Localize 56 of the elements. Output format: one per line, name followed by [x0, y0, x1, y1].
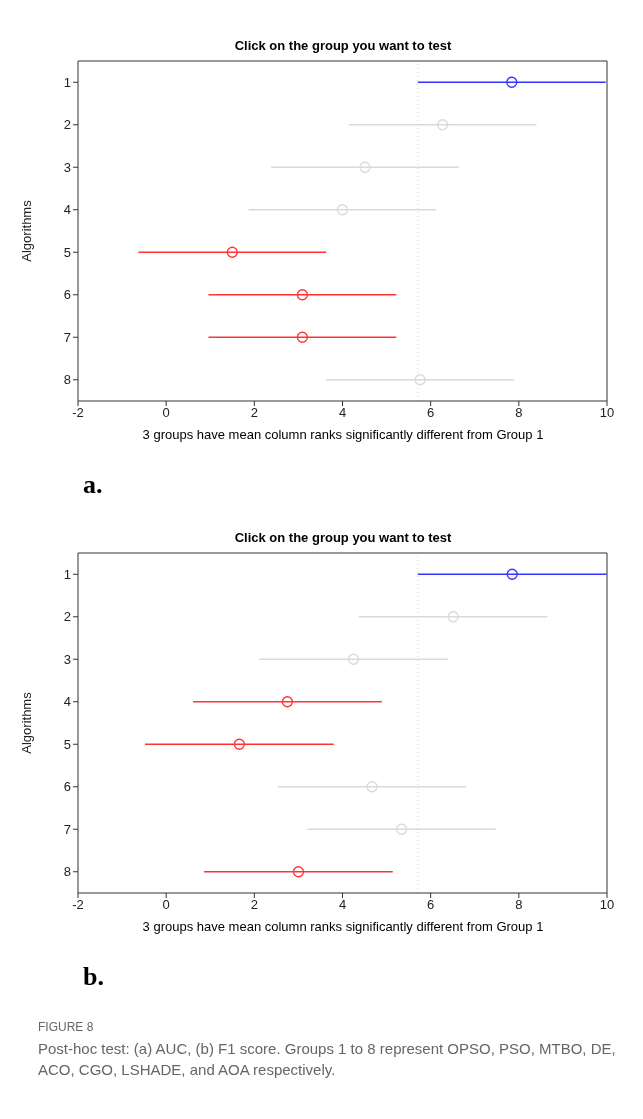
point: [336, 204, 349, 216]
text: Post-hoc test: (a) AUC, (b) F1 score. Groups 1 to 8 represent OPSO, PSO, MTBO, DE, ACO, CGO, LSHADE, and AOA respectively.: [38, 1039, 617, 1080]
y-tick-label: 4: [63, 202, 71, 218]
y-axis-title: Algorithms: [18, 691, 34, 754]
y-tick-label: 6: [63, 287, 71, 303]
point: [281, 696, 294, 708]
x-tick-label: 0: [162, 405, 170, 421]
x-axis-title: 3 groups have mean column ranks significantly different from Group 1: [141, 427, 545, 442]
point: [366, 781, 378, 793]
x-tick-label: 2: [250, 897, 258, 913]
point: [347, 653, 360, 665]
x-tick-label: 6: [427, 897, 435, 913]
y-tick-label: 5: [63, 244, 71, 260]
y-tick-label: 4: [63, 694, 71, 710]
y-tick-label: 8: [63, 864, 71, 880]
x-tick-label: 4: [338, 405, 347, 421]
caption: FIGURE 8: [38, 1020, 95, 1034]
y-axis-title: Algorithms: [18, 199, 34, 262]
y-tick-label: 5: [63, 736, 71, 752]
point: [233, 738, 245, 750]
point: [296, 331, 309, 343]
x-tick-label: 8: [515, 897, 523, 913]
y-tick-label: 2: [63, 117, 71, 133]
y-tick-label: 1: [63, 74, 71, 90]
point: [436, 119, 449, 131]
y-tick-label: 6: [63, 779, 71, 795]
x-tick-label: 6: [427, 405, 435, 421]
point: [414, 374, 426, 386]
x-tick-label: 4: [338, 897, 347, 913]
point: [395, 823, 408, 835]
y-tick-label: 2: [63, 609, 71, 625]
x-tick-label: 0: [162, 897, 170, 913]
x-tick-label: 10: [599, 405, 615, 421]
text: b.: [83, 962, 105, 992]
x-tick-label: -2: [72, 897, 84, 913]
x-axis-title: 3 groups have mean column ranks significantly different from Group 1: [141, 919, 545, 934]
point: [506, 568, 518, 580]
x-tick-label: 10: [599, 897, 615, 913]
y-tick-label: 1: [63, 566, 71, 582]
y-tick-label: 7: [63, 821, 71, 837]
chart-title: Click on the group you want to test: [233, 38, 453, 53]
point: [506, 76, 518, 88]
point: [296, 289, 309, 301]
chart-title: Click on the group you want to test: [233, 530, 453, 545]
x-tick-label: 2: [250, 405, 258, 421]
point: [226, 246, 238, 258]
y-tick-label: 3: [63, 651, 71, 667]
point: [447, 611, 459, 623]
point: [359, 161, 371, 173]
x-tick-label: -2: [72, 405, 84, 421]
y-tick-label: 8: [63, 372, 71, 388]
point: [292, 866, 305, 878]
y-tick-label: 3: [63, 159, 71, 175]
y-tick-label: 7: [63, 329, 71, 345]
x-tick-label: 8: [515, 405, 523, 421]
text: a.: [83, 470, 104, 500]
